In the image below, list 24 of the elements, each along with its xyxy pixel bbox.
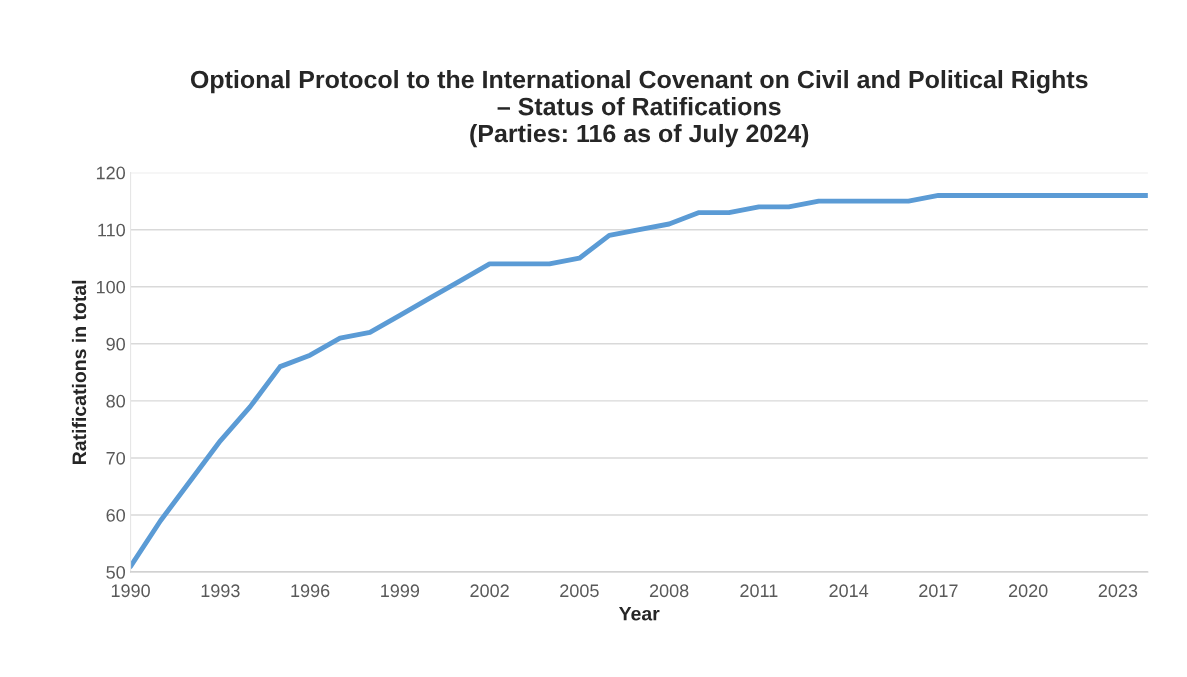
y-tick-label: 60 (106, 508, 125, 522)
x-tick-label: 2002 (470, 584, 509, 598)
y-tick-label: 110 (98, 223, 126, 237)
y-tick-label: 120 (96, 166, 126, 180)
x-tick-label: 2023 (1098, 584, 1138, 598)
x-tick-label: 1990 (111, 584, 150, 598)
chart-title: Optional Protocol to the International Covenant on Civil and Political Rights – Status of Ratifications (Parties: 116 as of July 2024) (190, 70, 1088, 148)
x-axis-title: Year (618, 606, 660, 621)
x-tick-label: 2011 (740, 584, 778, 598)
y-axis-title: Ratifications in total (71, 280, 87, 464)
x-tick-label: 1996 (291, 584, 330, 598)
y-tick-label: 50 (106, 566, 125, 579)
y-tick-label: 90 (106, 337, 125, 351)
y-tick-label: 100 (96, 280, 126, 294)
y-tick-label: 70 (106, 451, 125, 465)
x-tick-label: 1993 (201, 584, 240, 598)
x-tick-label: 2014 (829, 584, 869, 598)
x-tick-label: 2020 (1008, 584, 1048, 598)
line-series (130, 193, 1148, 569)
x-tick-label: 2008 (649, 584, 689, 598)
y-tick-label: 80 (106, 394, 125, 408)
x-tick-label: 2017 (919, 584, 958, 598)
x-tick-label: 2005 (560, 584, 599, 598)
x-tick-label: 1999 (381, 584, 420, 598)
